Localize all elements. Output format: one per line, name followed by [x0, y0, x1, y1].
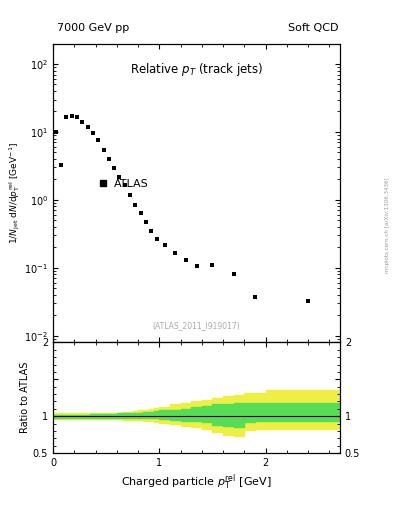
Text: mcplots.cern.ch [arXiv:1306.3436]: mcplots.cern.ch [arXiv:1306.3436] [385, 178, 389, 273]
X-axis label: Charged particle $p_\mathregular{T}^\mathregular{rel}$ [GeV]: Charged particle $p_\mathregular{T}^\mat… [121, 472, 272, 492]
Text: 7000 GeV pp: 7000 GeV pp [57, 23, 129, 33]
Legend: ATLAS: ATLAS [93, 175, 153, 194]
Y-axis label: $1/N_\mathregular{jet}\ \mathregular{d}N/\mathregular{d}p_\mathregular{T}^\mathr: $1/N_\mathregular{jet}\ \mathregular{d}N… [7, 142, 22, 244]
Text: Soft QCD: Soft QCD [288, 23, 339, 33]
Text: Relative $p_T$ (track jets): Relative $p_T$ (track jets) [130, 61, 263, 78]
Y-axis label: Ratio to ATLAS: Ratio to ATLAS [20, 362, 30, 434]
Text: (ATLAS_2011_I919017): (ATLAS_2011_I919017) [152, 322, 241, 330]
